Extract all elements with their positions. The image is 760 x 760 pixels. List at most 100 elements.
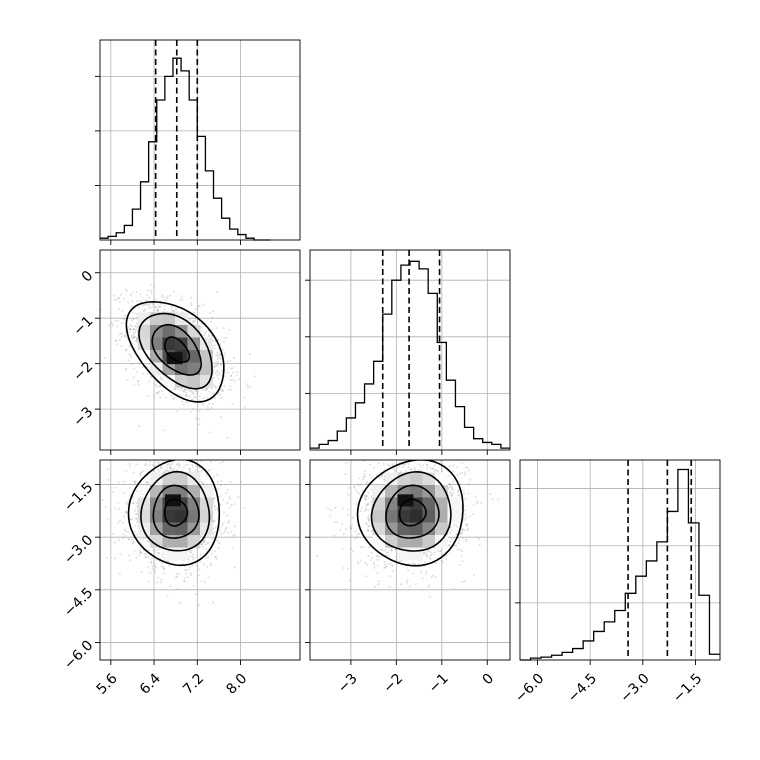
scatter-point: [185, 401, 188, 403]
scatter-point: [117, 522, 120, 524]
scatter-point: [370, 495, 373, 498]
scatter-point: [125, 511, 128, 514]
scatter-point: [113, 557, 116, 560]
scatter-point: [215, 360, 218, 363]
scatter-point: [413, 457, 415, 459]
scatter-point: [213, 366, 216, 369]
scatter-point: [131, 292, 134, 294]
scatter-point: [205, 388, 208, 391]
scatter-point: [144, 556, 147, 559]
scatter-point: [203, 563, 206, 566]
scatter-point: [166, 467, 168, 469]
scatter-point: [165, 469, 168, 472]
scatter-point: [150, 306, 153, 309]
scatter-point: [139, 551, 142, 554]
scatter-point: [162, 572, 165, 575]
scatter-point: [358, 484, 361, 487]
scatter-point: [132, 541, 135, 543]
scatter-point: [185, 393, 188, 396]
scatter-point: [230, 374, 233, 377]
scatter-point: [436, 549, 439, 552]
scatter-point: [215, 374, 218, 377]
scatter-point: [128, 465, 131, 468]
density-panel-2: [95, 433, 301, 665]
scatter-point: [158, 470, 161, 473]
scatter-point: [120, 322, 123, 325]
scatter-point: [112, 490, 114, 493]
scatter-point: [390, 549, 393, 552]
scatter-point: [226, 502, 229, 504]
density-cell: [175, 472, 188, 486]
scatter-point: [489, 493, 492, 496]
scatter-point: [185, 391, 188, 394]
scatter-point: [231, 367, 234, 370]
scatter-point: [219, 364, 222, 367]
scatter-point: [121, 310, 124, 313]
scatter-point: [344, 472, 347, 475]
scatter-point: [450, 493, 453, 496]
scatter-point: [159, 376, 162, 379]
scatter-point: [192, 584, 195, 587]
scatter-point: [439, 550, 441, 553]
scatter-point: [227, 521, 230, 524]
scatter-point: [148, 380, 151, 383]
scatter-point: [155, 433, 157, 435]
scatter-point: [348, 526, 351, 529]
histogram-steps: [100, 57, 271, 241]
scatter-point: [214, 385, 217, 388]
scatter-point: [430, 553, 433, 556]
scatter-point: [198, 568, 201, 571]
scatter-point: [127, 501, 130, 504]
scatter-point: [329, 515, 331, 518]
scatter-point: [387, 551, 390, 554]
scatter-point: [139, 474, 142, 477]
scatter-point: [442, 561, 445, 564]
scatter-point: [410, 468, 413, 471]
scatter-point: [233, 380, 236, 383]
scatter-point: [214, 505, 216, 508]
scatter-point: [466, 523, 469, 526]
scatter-point: [223, 352, 226, 355]
scatter-point: [190, 550, 193, 553]
scatter-point: [118, 308, 121, 311]
contour-line-1: [164, 336, 191, 363]
scatter-point: [175, 308, 178, 310]
scatter-point: [154, 298, 157, 301]
scatter-point: [378, 558, 381, 561]
scatter-point: [131, 502, 134, 505]
scatter-point: [192, 390, 195, 393]
scatter-point: [156, 309, 159, 312]
scatter-point: [177, 462, 180, 465]
scatter-point: [140, 471, 143, 474]
scatter-point: [184, 394, 187, 396]
scatter-point: [187, 558, 190, 561]
scatter-point: [185, 572, 188, 575]
scatter-point: [164, 299, 167, 302]
scatter-point: [195, 393, 198, 396]
contour-line-3: [138, 312, 213, 390]
scatter-point: [189, 470, 192, 473]
scatter-point: [169, 463, 172, 466]
scatter-point: [142, 469, 145, 472]
scatter-point: [157, 305, 160, 308]
scatter-point: [222, 340, 225, 343]
scatter-point: [365, 495, 368, 498]
scatter-point: [204, 332, 207, 335]
scatter-point: [466, 524, 469, 527]
scatter-point: [132, 337, 135, 339]
scatter-point: [215, 539, 218, 542]
scatter-point: [146, 303, 149, 306]
density-cell: [175, 522, 188, 536]
scatter-point: [180, 295, 183, 298]
scatter-point: [449, 526, 452, 529]
scatter-point: [230, 530, 233, 533]
scatter-point: [133, 328, 136, 331]
scatter-point: [429, 558, 432, 561]
scatter-point: [215, 386, 218, 389]
scatter-point: [147, 580, 150, 583]
scatter-point: [215, 365, 218, 368]
scatter-point: [194, 396, 197, 399]
scatter-point: [222, 390, 224, 393]
scatter-point: [461, 531, 464, 534]
scatter-point: [429, 554, 432, 557]
